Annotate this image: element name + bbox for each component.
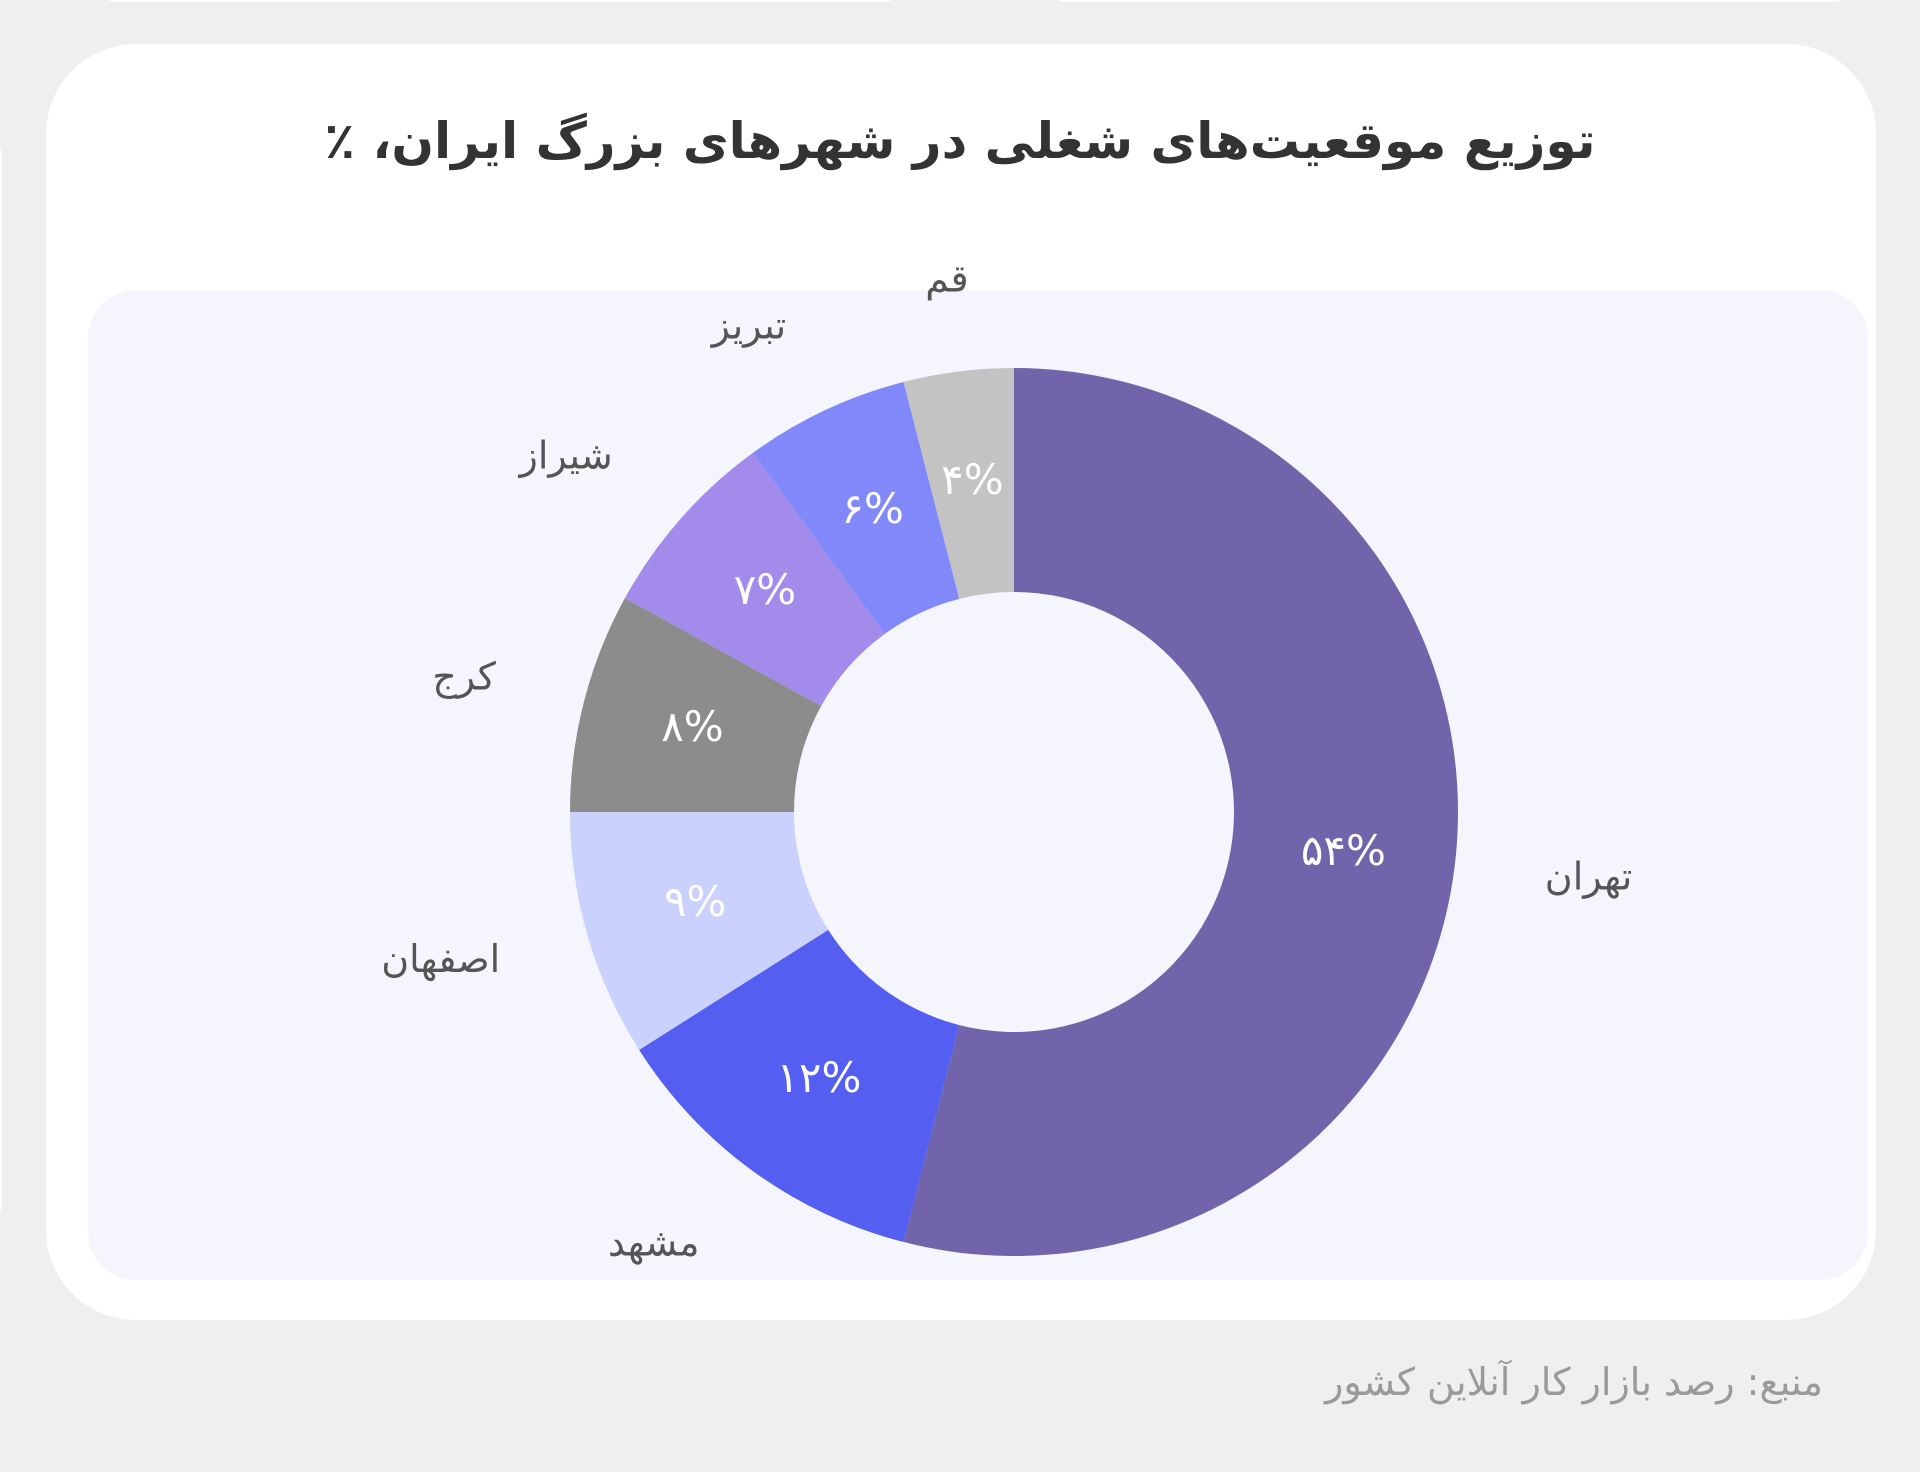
category-label-2: اصفهان [381, 937, 500, 982]
top-card-right [1040, 0, 1860, 2]
value-label-6: ۴% [941, 455, 1003, 504]
value-label-2: ۹% [664, 877, 726, 926]
value-label-1: ۱۲% [776, 1053, 861, 1102]
value-label-3: ۸% [661, 702, 723, 751]
value-label-5: ۶% [841, 484, 903, 533]
category-label-6: قم [925, 257, 968, 301]
side-card-left [0, 130, 2, 1230]
slice-2 [570, 812, 829, 1050]
slice-6 [903, 368, 1014, 599]
slice-3 [570, 598, 822, 812]
source-note: منبع: رصد بازار کار آنلاین کشور [1325, 1360, 1823, 1404]
category-label-4: شیراز [518, 434, 613, 479]
slice-5 [753, 381, 960, 635]
chart-title: توزیع موقعیت‌های شغلی در شهرهای بزرگ ایر… [324, 112, 1596, 170]
value-label-0: ۵۴% [1301, 826, 1386, 875]
category-label-0: تهران [1545, 855, 1633, 900]
category-label-1: مشهد [608, 1220, 700, 1265]
slice-0 [903, 368, 1458, 1256]
category-label-3: کرج [432, 654, 496, 699]
top-card-left [90, 0, 910, 2]
value-label-4: ۷% [734, 565, 796, 614]
category-label-5: تبریز [710, 303, 787, 348]
slice-4 [624, 452, 885, 707]
slice-1 [639, 929, 960, 1243]
